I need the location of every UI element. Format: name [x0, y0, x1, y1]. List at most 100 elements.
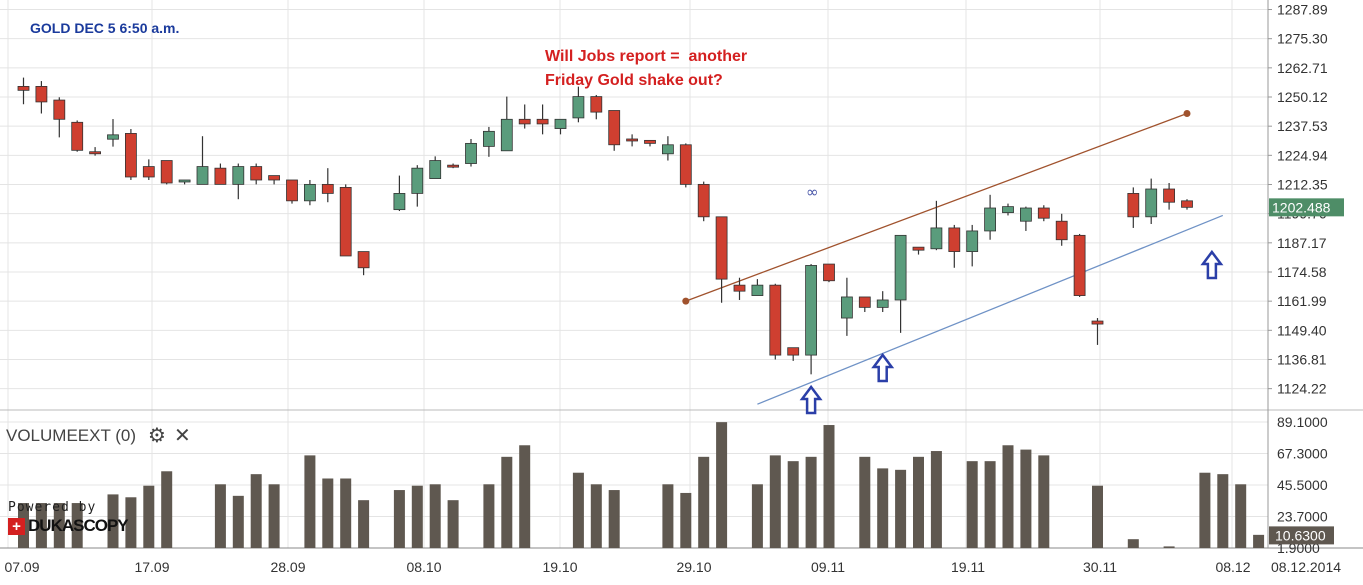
candle-body [142, 166, 155, 178]
close-icon[interactable]: ✕ [173, 423, 191, 447]
volume-bar [877, 468, 889, 548]
infinity-marker: ∞ [806, 183, 819, 201]
volume-bar [1217, 474, 1229, 548]
volume-bar [662, 484, 674, 548]
volume-bar [1002, 445, 1014, 548]
brand-name: DUKASCOPY [28, 516, 129, 535]
volume-bar [805, 456, 817, 548]
volume-bar [71, 503, 83, 548]
x-tick-label: 30.11 [1083, 559, 1117, 575]
volume-bar [572, 472, 584, 548]
y-tick-label: 1224.94 [1277, 147, 1328, 163]
volume-bar [966, 461, 978, 548]
candle-body [71, 121, 84, 151]
volume-y-tick-label: 67.3000 [1277, 446, 1328, 462]
candle-body [769, 284, 782, 356]
candle-body [590, 96, 603, 113]
candle-body [268, 175, 281, 181]
x-tick-label: 09.11 [811, 559, 845, 575]
volume-bar [53, 503, 65, 548]
current-price-badge [1269, 198, 1344, 217]
volume-bar [823, 425, 835, 548]
volume-bar [1253, 534, 1265, 548]
volume-bar [895, 469, 907, 548]
channel-upper-point [682, 297, 690, 305]
candle-body [286, 179, 298, 202]
candle-body [894, 234, 907, 301]
candle-body [858, 296, 871, 308]
gear-icon[interactable]: ⚙ [148, 423, 166, 447]
candle-body [787, 347, 800, 356]
candle-body [196, 166, 209, 185]
candle-body [1073, 234, 1086, 296]
candle-body [823, 263, 835, 282]
volume-bar [447, 500, 459, 548]
up-arrow-icon [871, 352, 895, 383]
volume-bar [984, 461, 996, 548]
candle-body [447, 164, 460, 168]
volume-bar [250, 474, 262, 548]
volume-y-tick-label: 89.1000 [1277, 414, 1328, 430]
candle-body [751, 284, 764, 296]
candle-body [930, 227, 943, 250]
candle-body [805, 265, 817, 356]
volume-bar [751, 484, 763, 548]
x-tick-label: 19.11 [951, 559, 985, 575]
volume-y-tick-label: 23.7000 [1277, 509, 1328, 525]
volume-bar [214, 484, 226, 548]
volume-bar [1020, 449, 1032, 548]
y-tick-label: 1237.53 [1277, 118, 1328, 134]
x-tick-label: 29.10 [676, 559, 711, 575]
volume-bar [125, 497, 137, 548]
volume-bar [590, 484, 602, 548]
channel-lower-line [757, 214, 1224, 405]
powered-by-text: Powered by [8, 500, 97, 515]
candle-body [966, 230, 979, 252]
volume-bar [393, 490, 405, 548]
dukascopy-logo: Powered by + DUKASCOPY [8, 500, 163, 540]
volume-bar [930, 451, 942, 548]
candle-body [214, 167, 227, 185]
volume-bar [913, 456, 924, 548]
candle-body [679, 144, 692, 185]
candle-body [984, 207, 996, 232]
candle-body [1163, 188, 1175, 203]
volume-bar [358, 500, 370, 548]
volume-bar [859, 456, 871, 548]
volume-bar [1127, 539, 1139, 548]
y-tick-label: 1149.40 [1277, 322, 1327, 338]
volume-bar [1038, 455, 1050, 548]
volume-bar [268, 484, 280, 548]
volume-bar [411, 485, 423, 548]
candle-body [393, 193, 406, 211]
volume-bar [698, 456, 710, 548]
y-tick-label: 1124.22 [1277, 381, 1327, 397]
swiss-cross-icon: + [8, 517, 25, 535]
up-arrow-icon [1200, 249, 1224, 280]
volume-bar [304, 455, 316, 548]
volume-bar [1163, 546, 1175, 548]
candle-body [35, 86, 48, 103]
volume-current-label: 10.6300 [1275, 527, 1326, 543]
candle-body [53, 99, 66, 120]
candle-body [250, 166, 263, 181]
candle-body [1181, 200, 1193, 208]
volume-bar [1235, 484, 1247, 548]
candle-body [644, 139, 656, 144]
candle-body [912, 246, 925, 251]
volume-bar [519, 445, 531, 548]
y-tick-label: 1174.58 [1277, 264, 1327, 280]
candle-body [321, 183, 334, 194]
candle-body [626, 138, 638, 142]
volume-panel-title: VOLUMEEXT (0) [6, 426, 137, 445]
y-tick-label: 1262.71 [1277, 60, 1328, 76]
volume-current-badge [1269, 526, 1334, 545]
candle-body [429, 160, 442, 179]
x-tick-label: 19.10 [542, 559, 577, 575]
candle-body [662, 144, 674, 155]
candle-body [17, 86, 30, 91]
candle-body [1055, 220, 1068, 241]
annotation-line-1: Will Jobs report = another [545, 48, 748, 65]
candle-body [1002, 206, 1014, 214]
